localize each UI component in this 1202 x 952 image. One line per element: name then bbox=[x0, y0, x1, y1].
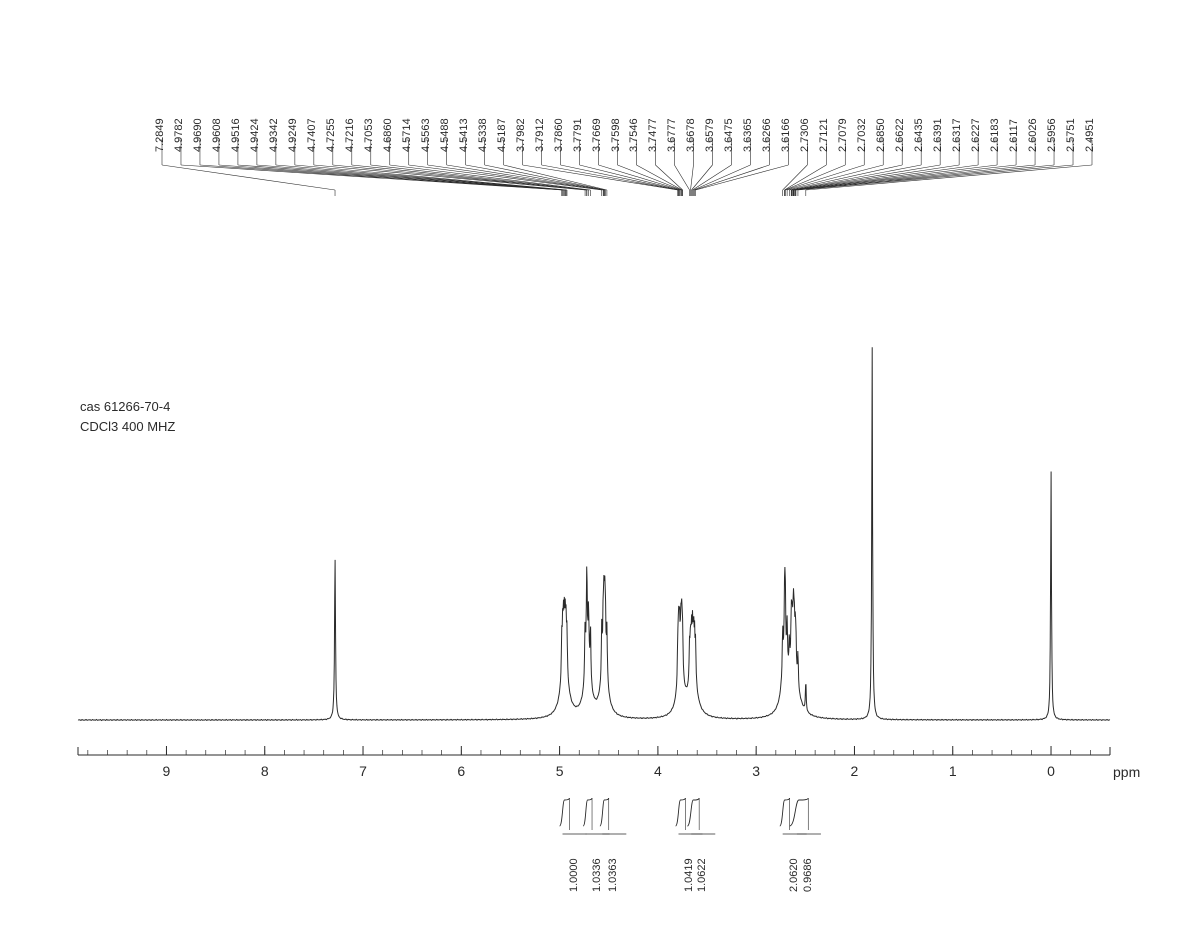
peak-ppm-label: 4.9516 bbox=[230, 118, 242, 152]
peak-ppm-label: 2.6435 bbox=[913, 118, 925, 152]
peak-ppm-label: 4.5563 bbox=[420, 118, 432, 152]
peak-ppm-label: 4.7053 bbox=[363, 118, 375, 152]
peak-ppm-label: 4.5413 bbox=[458, 118, 470, 152]
integration-value-label: 1.0000 bbox=[568, 858, 580, 892]
peak-ppm-label: 3.7669 bbox=[591, 118, 603, 152]
peak-ppm-label: 2.6026 bbox=[1027, 118, 1039, 152]
integration-value-label: 0.9686 bbox=[802, 858, 814, 892]
peak-ppm-label: 4.9249 bbox=[287, 118, 299, 152]
axis-tick-label: 2 bbox=[844, 763, 864, 779]
peak-ppm-label: 3.6166 bbox=[780, 118, 792, 152]
axis-unit-label: ppm bbox=[1113, 764, 1140, 780]
peak-ppm-label: 4.9690 bbox=[192, 118, 204, 152]
peak-ppm-label: 3.6365 bbox=[742, 118, 754, 152]
peak-ppm-label: 3.7791 bbox=[572, 118, 584, 152]
integration-value-label: 1.0363 bbox=[607, 858, 619, 892]
peak-ppm-label: 2.7032 bbox=[856, 118, 868, 152]
axis-tick-label: 7 bbox=[353, 763, 373, 779]
integration-value-label: 1.0336 bbox=[591, 858, 603, 892]
peak-ppm-label: 2.4951 bbox=[1084, 118, 1096, 152]
peak-ppm-label: 4.9342 bbox=[268, 118, 280, 152]
peak-ppm-label: 4.7216 bbox=[344, 118, 356, 152]
nmr-spectrum-chart: cas 61266-70-4 CDCl3 400 MHZ ppm 7.28494… bbox=[0, 0, 1202, 952]
axis-tick-label: 1 bbox=[943, 763, 963, 779]
peak-ppm-label: 3.6579 bbox=[704, 118, 716, 152]
peak-ppm-label: 2.7121 bbox=[818, 118, 830, 152]
axis-tick-label: 6 bbox=[451, 763, 471, 779]
axis-tick-label: 4 bbox=[648, 763, 668, 779]
peak-ppm-label: 3.6777 bbox=[666, 118, 678, 152]
peak-ppm-label: 2.6622 bbox=[894, 118, 906, 152]
peak-ppm-label: 2.6183 bbox=[989, 118, 1001, 152]
peak-ppm-label: 3.7598 bbox=[610, 118, 622, 152]
peak-ppm-label: 4.5714 bbox=[401, 118, 413, 152]
axis-tick-label: 9 bbox=[156, 763, 176, 779]
peak-ppm-label: 2.6317 bbox=[951, 118, 963, 152]
peak-ppm-label: 3.6475 bbox=[723, 118, 735, 152]
peak-ppm-label: 4.9608 bbox=[211, 118, 223, 152]
integration-value-label: 2.0620 bbox=[788, 858, 800, 892]
axis-tick-label: 0 bbox=[1041, 763, 1061, 779]
axis-tick-label: 5 bbox=[550, 763, 570, 779]
peak-ppm-label: 2.5751 bbox=[1065, 118, 1077, 152]
peak-ppm-label: 3.7477 bbox=[647, 118, 659, 152]
peak-ppm-label: 2.6391 bbox=[932, 118, 944, 152]
peak-ppm-label: 3.6678 bbox=[685, 118, 697, 152]
peak-ppm-label: 4.5338 bbox=[477, 118, 489, 152]
peak-ppm-label: 4.7407 bbox=[306, 118, 318, 152]
peak-ppm-label: 2.6227 bbox=[970, 118, 982, 152]
integration-value-label: 1.0622 bbox=[696, 858, 708, 892]
integration-value-label: 1.0419 bbox=[683, 858, 695, 892]
peak-ppm-label: 4.6860 bbox=[382, 118, 394, 152]
peak-ppm-label: 4.5488 bbox=[439, 118, 451, 152]
peak-ppm-label: 4.5187 bbox=[496, 118, 508, 152]
peak-ppm-label: 4.7255 bbox=[325, 118, 337, 152]
peak-ppm-label: 3.7546 bbox=[628, 118, 640, 152]
peak-ppm-label: 4.9424 bbox=[249, 118, 261, 152]
peak-ppm-label: 7.2849 bbox=[154, 118, 166, 152]
peak-ppm-label: 3.7860 bbox=[553, 118, 565, 152]
peak-ppm-label: 2.5956 bbox=[1046, 118, 1058, 152]
peak-ppm-label: 2.6850 bbox=[875, 118, 887, 152]
axis-tick-label: 8 bbox=[255, 763, 275, 779]
peak-ppm-label: 3.7982 bbox=[515, 118, 527, 152]
peak-ppm-label: 3.6266 bbox=[761, 118, 773, 152]
peak-ppm-label: 2.7306 bbox=[799, 118, 811, 152]
axis-tick-label: 3 bbox=[746, 763, 766, 779]
peak-ppm-label: 4.9782 bbox=[173, 118, 185, 152]
peak-ppm-label: 2.6117 bbox=[1008, 119, 1020, 152]
peak-ppm-label: 3.7912 bbox=[534, 118, 546, 152]
peak-ppm-label: 2.7079 bbox=[837, 118, 849, 152]
